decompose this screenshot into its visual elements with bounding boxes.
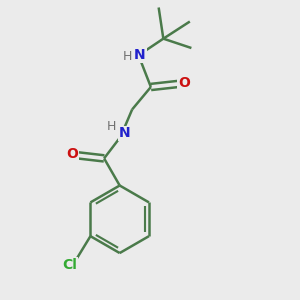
Text: H: H [107, 120, 116, 133]
Text: N: N [134, 49, 146, 62]
Text: O: O [178, 76, 190, 90]
Text: Cl: Cl [62, 258, 77, 272]
Text: N: N [119, 126, 130, 140]
Text: O: O [67, 147, 79, 161]
Text: H: H [123, 50, 133, 63]
